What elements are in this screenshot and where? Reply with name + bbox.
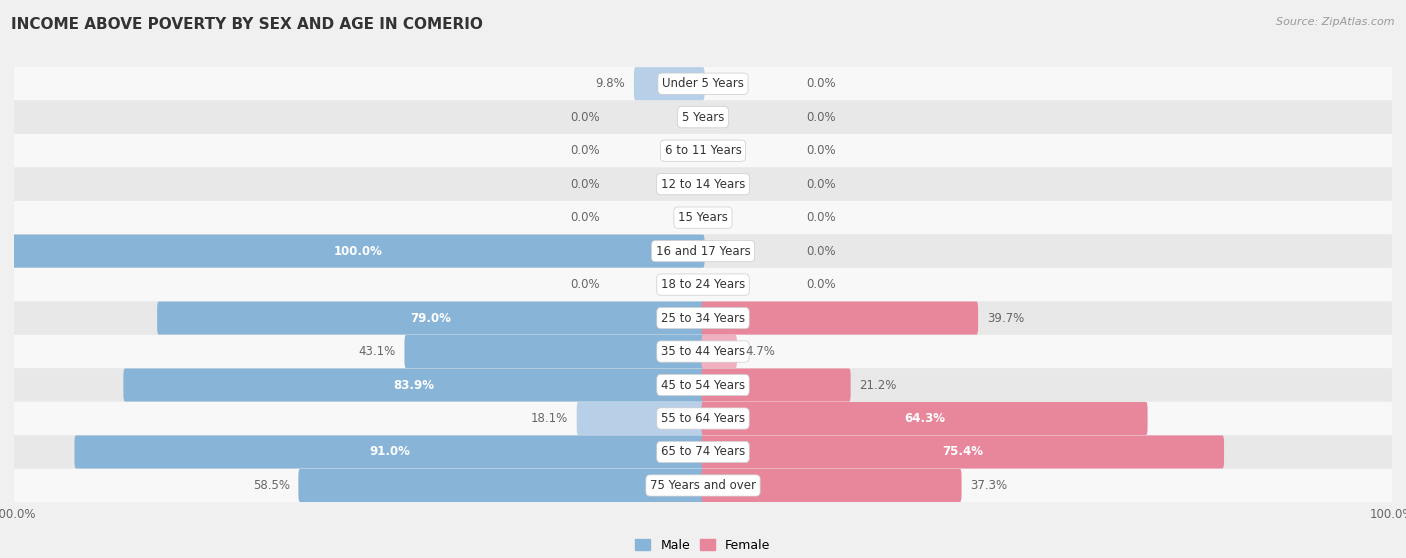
- Text: Under 5 Years: Under 5 Years: [662, 77, 744, 90]
- Text: 39.7%: 39.7%: [987, 311, 1024, 325]
- Text: 18 to 24 Years: 18 to 24 Years: [661, 278, 745, 291]
- FancyBboxPatch shape: [576, 402, 704, 435]
- FancyBboxPatch shape: [405, 335, 704, 368]
- Text: 0.0%: 0.0%: [807, 211, 837, 224]
- Text: 65 to 74 Years: 65 to 74 Years: [661, 445, 745, 459]
- Text: 21.2%: 21.2%: [859, 378, 897, 392]
- Text: Source: ZipAtlas.com: Source: ZipAtlas.com: [1277, 17, 1395, 27]
- Text: 0.0%: 0.0%: [569, 177, 599, 191]
- Text: 16 and 17 Years: 16 and 17 Years: [655, 244, 751, 258]
- Text: 0.0%: 0.0%: [569, 110, 599, 124]
- FancyBboxPatch shape: [14, 435, 1392, 469]
- Text: 100.0%: 100.0%: [335, 244, 382, 258]
- Text: 55 to 64 Years: 55 to 64 Years: [661, 412, 745, 425]
- FancyBboxPatch shape: [14, 67, 1392, 100]
- FancyBboxPatch shape: [14, 301, 1392, 335]
- FancyBboxPatch shape: [702, 301, 979, 335]
- Text: INCOME ABOVE POVERTY BY SEX AND AGE IN COMERIO: INCOME ABOVE POVERTY BY SEX AND AGE IN C…: [11, 17, 484, 32]
- FancyBboxPatch shape: [14, 469, 1392, 502]
- FancyBboxPatch shape: [14, 100, 1392, 134]
- Text: 79.0%: 79.0%: [411, 311, 451, 325]
- FancyBboxPatch shape: [634, 67, 704, 100]
- Text: 0.0%: 0.0%: [569, 278, 599, 291]
- FancyBboxPatch shape: [14, 234, 1392, 268]
- FancyBboxPatch shape: [14, 134, 1392, 167]
- Text: 4.7%: 4.7%: [745, 345, 776, 358]
- Text: 75 Years and over: 75 Years and over: [650, 479, 756, 492]
- FancyBboxPatch shape: [14, 268, 1392, 301]
- FancyBboxPatch shape: [702, 402, 1147, 435]
- FancyBboxPatch shape: [702, 435, 1225, 469]
- Text: 35 to 44 Years: 35 to 44 Years: [661, 345, 745, 358]
- FancyBboxPatch shape: [13, 234, 704, 268]
- Text: 12 to 14 Years: 12 to 14 Years: [661, 177, 745, 191]
- FancyBboxPatch shape: [14, 201, 1392, 234]
- Text: 0.0%: 0.0%: [807, 110, 837, 124]
- Text: 0.0%: 0.0%: [569, 144, 599, 157]
- FancyBboxPatch shape: [14, 167, 1392, 201]
- Text: 91.0%: 91.0%: [370, 445, 411, 459]
- Text: 0.0%: 0.0%: [569, 211, 599, 224]
- Text: 64.3%: 64.3%: [904, 412, 945, 425]
- FancyBboxPatch shape: [14, 368, 1392, 402]
- Text: 9.8%: 9.8%: [595, 77, 626, 90]
- Text: 0.0%: 0.0%: [807, 144, 837, 157]
- Text: 75.4%: 75.4%: [942, 445, 983, 459]
- Text: 43.1%: 43.1%: [359, 345, 395, 358]
- FancyBboxPatch shape: [75, 435, 704, 469]
- FancyBboxPatch shape: [157, 301, 704, 335]
- Text: 0.0%: 0.0%: [807, 244, 837, 258]
- FancyBboxPatch shape: [14, 402, 1392, 435]
- Text: 45 to 54 Years: 45 to 54 Years: [661, 378, 745, 392]
- Text: 37.3%: 37.3%: [970, 479, 1008, 492]
- FancyBboxPatch shape: [298, 469, 704, 502]
- Text: 18.1%: 18.1%: [530, 412, 568, 425]
- Text: 0.0%: 0.0%: [807, 278, 837, 291]
- Text: 0.0%: 0.0%: [807, 77, 837, 90]
- FancyBboxPatch shape: [702, 368, 851, 402]
- Legend: Male, Female: Male, Female: [630, 534, 776, 557]
- Text: 0.0%: 0.0%: [807, 177, 837, 191]
- Text: 83.9%: 83.9%: [394, 378, 434, 392]
- FancyBboxPatch shape: [124, 368, 704, 402]
- FancyBboxPatch shape: [14, 335, 1392, 368]
- Text: 5 Years: 5 Years: [682, 110, 724, 124]
- Text: 6 to 11 Years: 6 to 11 Years: [665, 144, 741, 157]
- Text: 58.5%: 58.5%: [253, 479, 290, 492]
- Text: 15 Years: 15 Years: [678, 211, 728, 224]
- FancyBboxPatch shape: [702, 335, 737, 368]
- Text: 25 to 34 Years: 25 to 34 Years: [661, 311, 745, 325]
- FancyBboxPatch shape: [702, 469, 962, 502]
